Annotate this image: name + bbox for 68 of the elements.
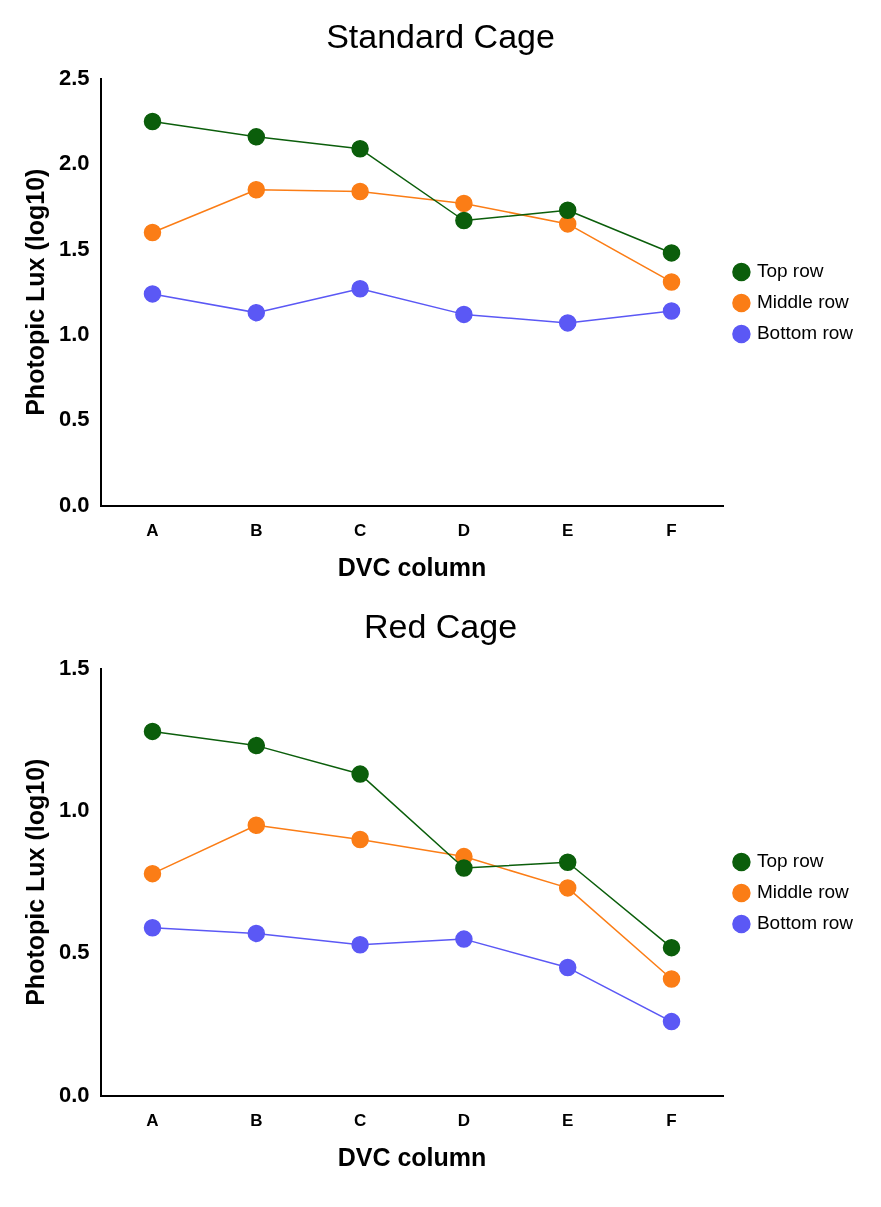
y-tick-label: 1.5	[58, 654, 90, 680]
y-tick-label: 0.5	[58, 406, 90, 432]
x-tick-label: A	[146, 1111, 159, 1131]
y-tick-label: 2.0	[58, 150, 90, 176]
legend-label: Middle row	[756, 291, 850, 313]
chart-title: Red Cage	[363, 606, 518, 645]
x-tick-label: C	[353, 1111, 367, 1131]
point	[143, 285, 162, 303]
y-tick-label: 1.0	[58, 320, 90, 346]
legend-label: Bottom row	[756, 912, 854, 934]
point	[662, 938, 681, 957]
x-axis-title: DVC column	[337, 552, 487, 581]
point	[143, 918, 162, 937]
point	[455, 194, 473, 213]
x-tick-label: E	[562, 1111, 574, 1131]
x-tick-label: B	[250, 521, 263, 541]
point	[662, 244, 681, 262]
point	[351, 765, 369, 783]
legend-label: Top row	[756, 850, 824, 872]
point	[143, 864, 162, 883]
y-tick-label: 0.0	[58, 1081, 90, 1107]
x-tick-label: B	[250, 1111, 263, 1131]
point	[558, 879, 577, 897]
y-tick-label: 2.5	[58, 64, 90, 90]
point	[143, 722, 162, 741]
x-tick-label: A	[146, 521, 159, 541]
point	[247, 736, 266, 755]
x-tick-label: D	[457, 521, 471, 541]
point	[351, 280, 369, 298]
legend-label: Middle row	[756, 881, 850, 903]
point	[351, 936, 369, 954]
point	[455, 211, 473, 230]
x-tick-label: E	[562, 521, 574, 541]
point	[247, 128, 266, 146]
x-tick-label: F	[666, 521, 677, 541]
legend-label: Top row	[756, 260, 824, 282]
point	[247, 924, 266, 943]
point	[662, 1012, 681, 1031]
y-axis-title: Photopic Lux (log10)	[20, 758, 49, 1006]
x-tick-label: D	[457, 1111, 471, 1131]
point	[351, 140, 369, 158]
point	[558, 314, 577, 332]
x-tick-label: F	[666, 1111, 677, 1131]
y-tick-label: 0.5	[58, 939, 90, 965]
point	[558, 853, 577, 872]
point	[455, 930, 473, 948]
chart-title: Standard Cage	[326, 16, 555, 55]
point	[662, 970, 681, 988]
point	[662, 273, 681, 291]
legend-label: Bottom row	[756, 322, 854, 344]
point	[247, 816, 266, 835]
point	[455, 859, 473, 877]
x-axis-title: DVC column	[337, 1142, 487, 1171]
point	[662, 302, 681, 320]
point	[143, 112, 162, 131]
y-tick-label: 1.0	[58, 797, 90, 823]
y-tick-label: 0.0	[58, 491, 90, 517]
point	[247, 181, 266, 199]
point	[558, 201, 577, 219]
point	[351, 830, 369, 849]
point	[455, 305, 473, 324]
y-axis-title: Photopic Lux (log10)	[20, 168, 49, 416]
y-tick-label: 1.5	[58, 235, 90, 261]
x-tick-label: C	[353, 521, 367, 541]
point	[351, 182, 369, 201]
point	[143, 223, 162, 242]
point	[247, 303, 266, 322]
point	[558, 958, 577, 977]
